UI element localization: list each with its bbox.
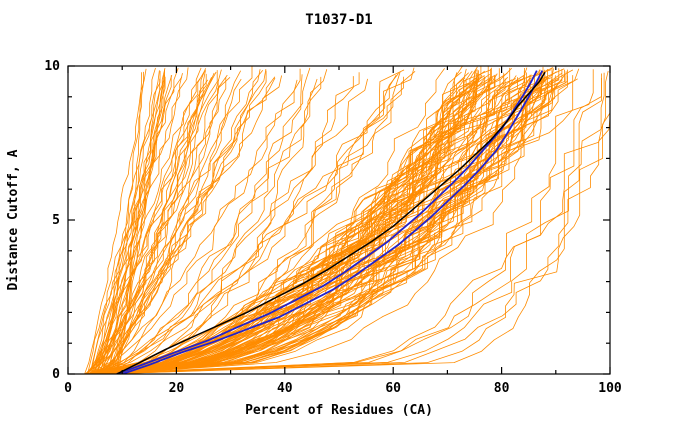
ensemble-curve — [112, 69, 565, 374]
y-tick-label: 0 — [52, 367, 60, 382]
axes-layer: 0 20 40 60 80 100 0 5 10 — [44, 59, 622, 396]
ensemble-curve — [84, 78, 563, 374]
ensemble-curve — [105, 68, 580, 374]
ensemble-curve — [91, 73, 183, 374]
ensemble-curve — [110, 67, 202, 374]
ensemble-curve — [94, 71, 401, 374]
ensemble-curve — [96, 71, 567, 374]
ensemble-curve — [94, 71, 462, 374]
ensemble-curve — [89, 68, 560, 374]
ensemble-curve — [85, 68, 206, 374]
ensemble-curve — [90, 71, 144, 374]
ensemble-curve — [110, 76, 404, 374]
ensemble-curve — [105, 68, 525, 374]
x-tick-label: 0 — [64, 381, 72, 396]
ensemble-curve — [85, 70, 160, 374]
ensemble-curve — [104, 78, 610, 374]
ensemble-curve — [93, 72, 215, 374]
ensemble-curve — [99, 77, 553, 374]
chart-title: T1037-D1 — [305, 12, 372, 28]
ensemble-curve — [89, 69, 405, 374]
ensemble-curve — [115, 69, 328, 374]
y-axis-label: Distance Cutoff, A — [6, 149, 21, 290]
blue-model-curve-1 — [121, 70, 544, 374]
ensemble-curve — [108, 69, 261, 374]
ensemble-curve — [99, 73, 602, 374]
ensemble-curve — [103, 68, 554, 374]
y-tick-label: 5 — [52, 213, 60, 228]
ensemble-curve — [96, 67, 553, 374]
ensemble-curve — [103, 78, 602, 374]
black-reference-curve — [116, 71, 546, 374]
ensemble-curve — [93, 75, 172, 374]
ensemble-curve — [87, 76, 183, 374]
ensemble-curve — [87, 68, 445, 374]
ensemble-curve — [99, 78, 318, 374]
ensemble-curve — [84, 75, 517, 374]
ensemble-curve — [96, 73, 478, 374]
ensemble-curve — [112, 68, 491, 374]
ensemble-curve — [99, 70, 609, 374]
ensemble-curve — [116, 69, 568, 374]
ensemble-curve — [92, 71, 557, 374]
ensemble-curve — [113, 69, 594, 374]
y-tick-label: 10 — [44, 59, 60, 74]
ensemble-curve — [88, 71, 542, 374]
x-tick-label: 80 — [494, 381, 510, 396]
x-tick-label: 20 — [169, 381, 185, 396]
ensemble-curve — [105, 78, 242, 374]
ensemble-curve — [86, 72, 360, 374]
ensemble-curve — [101, 70, 264, 374]
x-axis-label: Percent of Residues (CA) — [245, 403, 433, 418]
ensemble-curve — [92, 77, 276, 374]
ensemble-curve — [90, 76, 495, 374]
ensemble-curve — [90, 75, 556, 374]
ensemble-curve — [95, 67, 311, 374]
ensemble-curve — [97, 68, 500, 374]
x-tick-label: 60 — [385, 381, 401, 396]
ensemble-curve — [102, 79, 209, 374]
ensemble-curve — [109, 69, 166, 374]
curves-layer — [84, 66, 610, 374]
x-tick-label: 100 — [598, 381, 622, 396]
ensemble-curve — [110, 67, 512, 374]
ensemble-curve — [91, 68, 166, 374]
ensemble-curve — [98, 75, 282, 374]
ensemble-curve — [86, 79, 553, 374]
ensemble-curve — [105, 75, 574, 374]
ensemble-curve — [88, 79, 219, 374]
ensemble-curve — [112, 72, 469, 374]
ensemble-curve — [116, 74, 483, 374]
ensemble-curve — [90, 68, 179, 374]
ensemble-curve — [97, 67, 511, 374]
ensemble-curve — [86, 67, 415, 374]
ensemble-curve — [84, 68, 147, 374]
ensemble-curve — [101, 66, 489, 374]
ensemble-curve — [111, 75, 568, 374]
ensemble-curve — [91, 79, 298, 374]
ensemble-curve — [87, 72, 605, 374]
ensemble-curve — [97, 78, 161, 374]
x-tick-label: 40 — [277, 381, 293, 396]
ensemble-curve — [87, 73, 207, 374]
